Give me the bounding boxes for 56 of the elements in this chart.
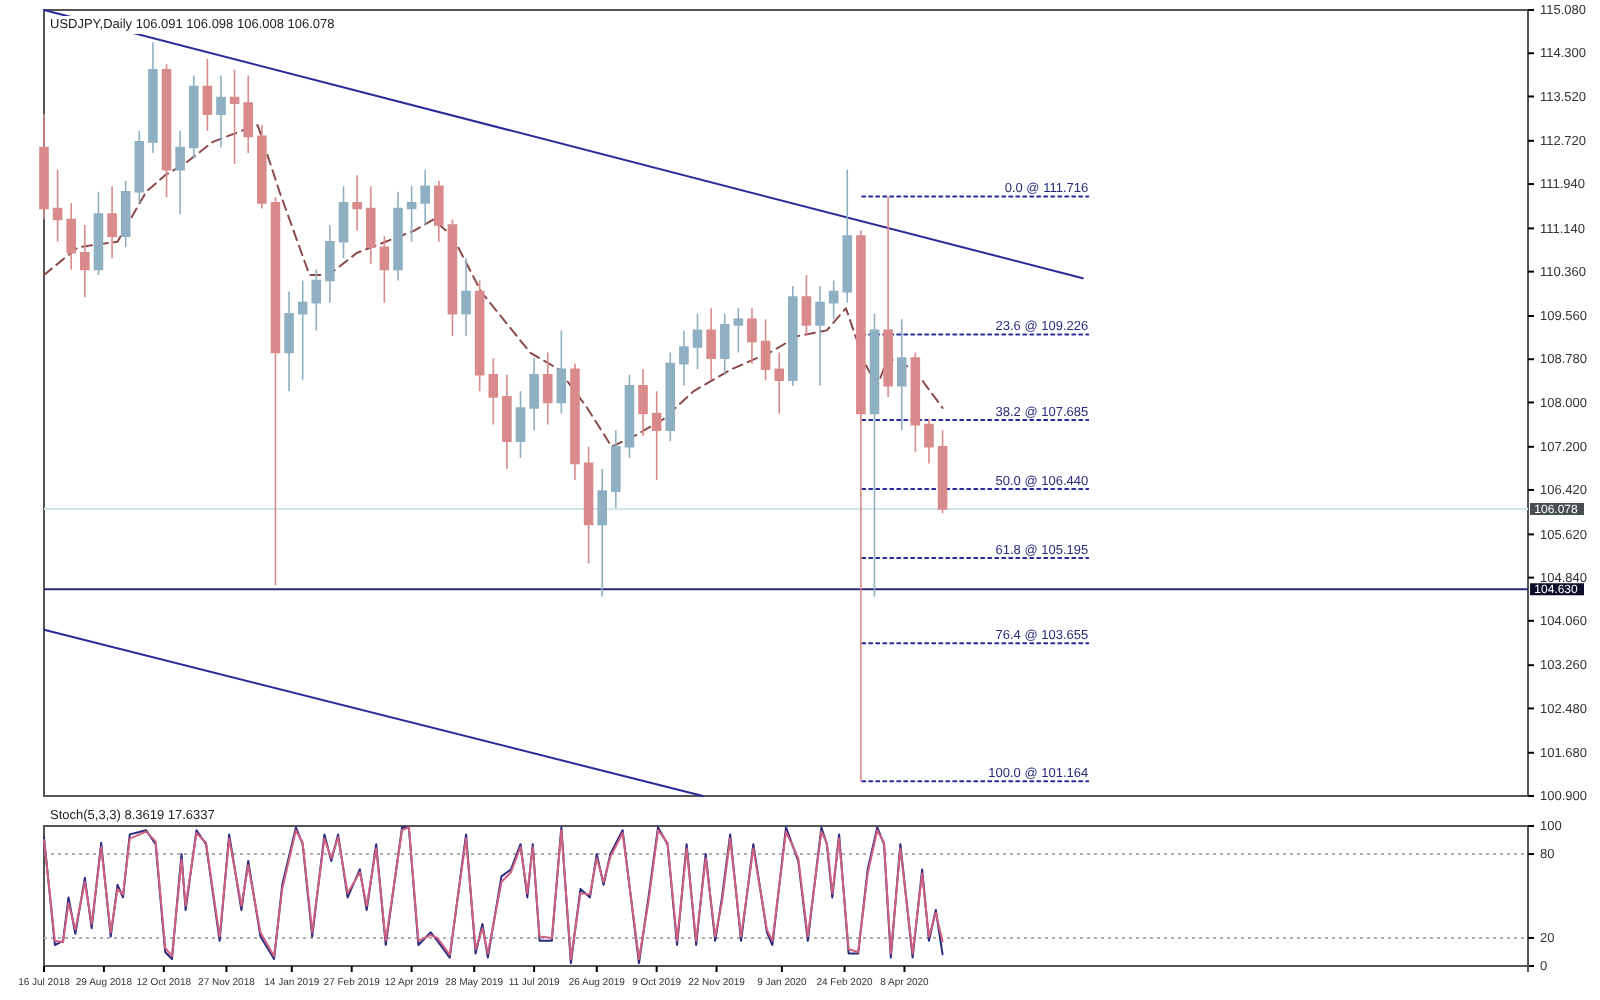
candlestick [229, 69, 240, 165]
candlestick [733, 307, 744, 354]
candlestick [883, 195, 893, 398]
candlestick [542, 351, 553, 426]
candlestick [325, 224, 335, 304]
candlestick [434, 179, 444, 243]
candlestick [747, 307, 757, 365]
candlestick [216, 74, 226, 149]
candlestick [529, 357, 539, 431]
candlestick [393, 191, 403, 282]
line-series [43, 124, 944, 448]
candlestick [365, 185, 376, 265]
candlestick [257, 124, 267, 210]
candlestick [719, 312, 730, 376]
candlestick [665, 351, 676, 443]
candlestick [270, 196, 281, 587]
candlestick [828, 279, 839, 321]
candlestick [515, 390, 526, 459]
candlestick [801, 274, 812, 337]
candlestick [502, 373, 512, 470]
candlestick [188, 74, 199, 160]
candlestick [856, 229, 866, 783]
candlestick [80, 224, 90, 298]
candlestick [774, 351, 784, 415]
candlestick [556, 329, 567, 415]
candlestick [284, 290, 294, 393]
candlestick [692, 312, 703, 370]
candlestick [379, 235, 390, 304]
candlestick [52, 168, 63, 243]
candlestick [679, 329, 689, 387]
candlestick [924, 418, 934, 465]
candlestick [39, 113, 49, 221]
candlestick [815, 285, 825, 387]
candlestick [788, 285, 798, 387]
candlestick [406, 185, 417, 243]
candlestick [611, 429, 621, 509]
candlestick [175, 130, 185, 215]
candlestick [869, 312, 880, 598]
candlestick [202, 57, 213, 132]
candlestick [842, 168, 853, 304]
candlestick [66, 202, 77, 271]
candlestick [311, 268, 322, 332]
candlestick [420, 168, 431, 226]
candlestick [706, 307, 716, 382]
candlestick [243, 74, 254, 154]
candlestick [352, 174, 362, 232]
candlestick [148, 41, 158, 154]
candlestick [651, 390, 662, 481]
candlestick [107, 185, 117, 260]
candlestick [461, 257, 471, 337]
candlestick [597, 468, 607, 598]
candlestick [896, 318, 907, 431]
candlestick [488, 357, 499, 426]
candlestick [638, 368, 648, 437]
candlestick [570, 362, 580, 481]
candlestick [297, 279, 308, 382]
